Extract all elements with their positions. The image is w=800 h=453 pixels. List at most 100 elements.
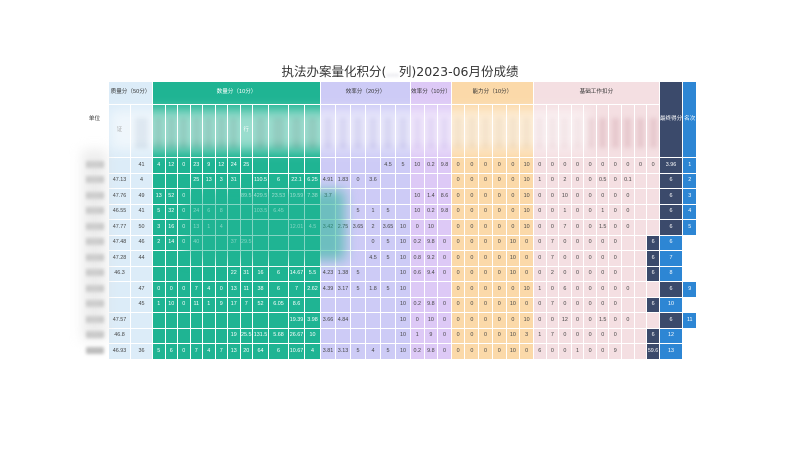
masked-header-text [586, 117, 594, 148]
score-cell: 0 [365, 234, 381, 251]
score-cell [304, 296, 321, 313]
score-cell: 6 [268, 172, 289, 189]
score-cell: 45 [130, 296, 153, 313]
score-cell: 0.2 [410, 296, 425, 313]
score-cell [214, 312, 228, 329]
score-cell: 10 [410, 157, 425, 174]
score-cell [304, 234, 321, 251]
table-row: 47.57 19.39 3.98 3.66 4.84 10 0 10 0 0 0 0 0 0 10 0 0 12 0… [80, 312, 698, 329]
score-cell: 10 [423, 219, 439, 236]
score-cell [288, 157, 305, 174]
score-cell: 0 [177, 188, 191, 205]
score-cell: 25 [239, 157, 253, 174]
score-cell: 36 [130, 343, 153, 360]
score-cell: 7 [214, 343, 228, 360]
score-cell: 38 [252, 281, 269, 298]
score-cell: 0 [558, 343, 572, 360]
score-cell: 4.91 [320, 172, 336, 189]
score-cell: 4 [202, 281, 216, 298]
masked-header-text [167, 117, 175, 148]
score-cell: 6.45 [268, 203, 289, 220]
score-cell: 0 [450, 265, 466, 282]
score-cell: 0.2 [410, 234, 425, 251]
score-cell: 0 [519, 296, 534, 313]
score-cell: 31 [227, 172, 241, 189]
masked-header-text [338, 117, 348, 148]
score-cell: 0 [621, 157, 635, 174]
score-cell: 131.5 [252, 327, 269, 344]
score-cell: 11 [189, 296, 203, 313]
score-cell: 0 [583, 219, 597, 236]
score-cell: 19.59 [288, 188, 305, 205]
score-cell: 0 [621, 281, 635, 298]
score-cell: 0 [519, 250, 534, 267]
score-cell: 0 [595, 327, 610, 344]
score-cell: 47.13 [108, 172, 131, 189]
masked-unit-name [85, 160, 104, 168]
score-cell: 0.1 [621, 172, 635, 189]
score-cell: 7 [239, 296, 253, 313]
score-cell: 4.5 [380, 157, 396, 174]
score-cell [177, 250, 191, 267]
score-cell: 5 [350, 281, 366, 298]
score-cell: 6.25 [304, 172, 321, 189]
score-cell: 10 [558, 188, 572, 205]
score-cell: 46.93 [108, 343, 131, 360]
score-cell: 0 [583, 343, 597, 360]
score-cell: 5.68 [268, 327, 289, 344]
score-cell: 0 [478, 234, 493, 251]
score-cell [646, 188, 660, 205]
score-cell [335, 327, 351, 344]
score-cell: 1 [570, 343, 585, 360]
score-cell [633, 250, 648, 267]
score-cell [177, 312, 191, 329]
score-cell: 0 [519, 343, 534, 360]
score-cell: 10 [505, 343, 521, 360]
score-cell [633, 234, 648, 251]
unit-name-cell [80, 281, 109, 298]
score-cell: 0 [491, 219, 507, 236]
group-header-eff: 效率分（20分） [320, 81, 411, 105]
score-cell [646, 219, 660, 236]
score-cell: 1.83 [335, 172, 351, 189]
score-cell: 0 [505, 219, 521, 236]
subcolumn-header [646, 104, 660, 158]
unit-name-cell [80, 296, 109, 313]
score-table: 单位 质量分（50分） 数量分（10分） 效率分（20分） 效率分（10分） 能力分（10… [80, 81, 698, 360]
final-score-cell: 6 [658, 312, 684, 329]
rank-cell: 2 [682, 172, 698, 189]
score-cell: 0 [646, 157, 660, 174]
score-cell: 0 [532, 188, 547, 205]
score-cell: 2 [152, 234, 166, 251]
table-row: 47 0 0 0 7 4 0 13 11 38 6 7 2.62 4.39 3.17 5 1.8 5 10 0 0 0 0 0… [80, 281, 698, 298]
score-cell: 0 [545, 343, 560, 360]
score-cell [365, 265, 381, 282]
subcolumn-header [164, 104, 178, 158]
score-cell: 0.2 [423, 157, 439, 174]
unit-name-cell [80, 327, 109, 344]
score-cell: 1 [410, 327, 425, 344]
score-cell: 10 [423, 312, 439, 329]
masked-unit-name [85, 222, 104, 230]
score-cell: 10 [519, 219, 534, 236]
subcolumn-header [545, 104, 560, 158]
score-cell: 22.1 [288, 172, 305, 189]
rank-cell: 8 [658, 265, 684, 282]
score-cell: 0 [491, 234, 507, 251]
score-cell [437, 219, 452, 236]
table-row: 45 1 10 0 11 1 9 17 7 52 6.05 8.6 10 0.2 9.8 0 0 0 0 0 10 0 0 7… [80, 296, 697, 313]
score-cell: 0 [478, 265, 493, 282]
score-cell: 8.6 [288, 296, 305, 313]
table-row: 41 4 12 0 23 9 12 24 25 4.5 5 10 0.2 9.8 0 0 0 0 0 10 0 0 0 0 0 0… [80, 157, 698, 174]
masked-header-text [481, 117, 490, 148]
score-cell [633, 327, 648, 344]
score-cell: 19 [227, 327, 241, 344]
score-cell: 4.23 [320, 265, 336, 282]
score-cell: 0 [608, 203, 623, 220]
subcolumn-header [380, 104, 396, 158]
score-cell [380, 296, 396, 313]
score-cell [621, 265, 635, 282]
score-cell: 0.2 [410, 343, 425, 360]
score-cell: 6.05 [268, 296, 289, 313]
score-cell [646, 203, 660, 220]
